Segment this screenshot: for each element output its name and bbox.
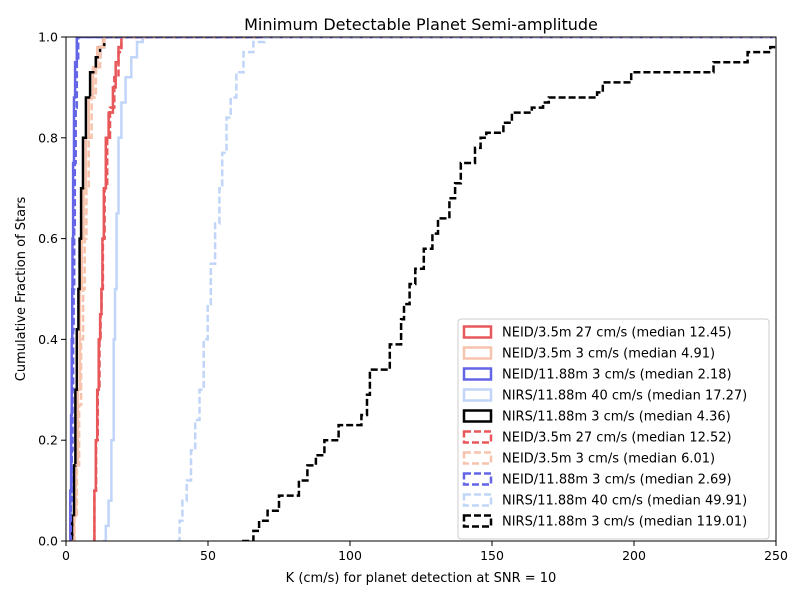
series-line-10	[242, 45, 776, 541]
y-tick-label: 1.0	[38, 30, 58, 45]
legend-label: NEID/3.5m 27 cm/s (median 12.52)	[502, 431, 732, 446]
series-line-6	[93, 37, 776, 541]
chart-title: Minimum Detectable Planet Semi-amplitude	[244, 15, 598, 34]
legend-swatch	[462, 451, 493, 465]
x-tick-label: 150	[480, 548, 504, 563]
x-tick-label: 100	[338, 548, 362, 563]
legend-swatch	[462, 388, 493, 402]
legend-swatch	[462, 472, 493, 486]
x-tick-label: 50	[200, 548, 216, 563]
legend-label: NIRS/11.88m 3 cm/s (median 119.01)	[502, 515, 747, 530]
x-axis-label: K (cm/s) for planet detection at SNR = 1…	[286, 571, 557, 586]
legend-swatch	[462, 346, 493, 360]
series-line-5	[70, 37, 776, 541]
legend-label: NEID/11.88m 3 cm/s (median 2.69)	[502, 473, 732, 488]
legend-label: NEID/3.5m 27 cm/s (median 12.45)	[502, 326, 732, 341]
legend-swatch	[462, 409, 493, 423]
series-layer	[69, 37, 776, 541]
legend-label: NIRS/11.88m 40 cm/s (median 49.91)	[502, 494, 747, 509]
legend-label: NEID/11.88m 3 cm/s (median 2.18)	[502, 368, 732, 383]
legend-box	[457, 318, 770, 540]
legend-swatch	[462, 325, 493, 339]
y-tick-label: 0.4	[38, 332, 58, 347]
legend-label: NEID/3.5m 3 cm/s (median 4.91)	[502, 347, 715, 362]
y-tick-label: 0.0	[38, 534, 58, 549]
legend-swatch	[462, 367, 493, 381]
x-tick-label: 200	[622, 548, 646, 563]
y-axis-label: Cumulative Fraction of Stars	[14, 197, 29, 382]
axes-frame	[65, 36, 777, 542]
legend-label: NEID/3.5m 3 cm/s (median 6.01)	[502, 452, 715, 467]
series-line-9	[176, 37, 776, 541]
legend-label: NIRS/11.88m 3 cm/s (median 4.36)	[502, 410, 731, 425]
x-tick-label: 250	[764, 548, 788, 563]
y-tick-label: 0.2	[38, 433, 58, 448]
legend-swatch	[462, 430, 493, 444]
legend-swatch	[462, 493, 493, 507]
legend: NEID/3.5m 27 cm/s (median 12.45) NEID/3.5…	[457, 318, 770, 540]
series-line-8	[69, 37, 776, 541]
y-tick-label: 0.6	[38, 231, 58, 246]
legend-label: NIRS/11.88m 40 cm/s (median 17.27)	[502, 389, 747, 404]
series-line-7	[72, 37, 776, 541]
y-tick-label: 0.8	[38, 130, 58, 145]
ticks-layer: 0 50 100 150 200 250 0.0 0.2 0.4 0.6 0.8 1.0	[38, 30, 788, 564]
series-line-4	[102, 37, 776, 541]
legend-swatch	[462, 514, 493, 528]
x-tick-label: 0	[62, 548, 70, 563]
